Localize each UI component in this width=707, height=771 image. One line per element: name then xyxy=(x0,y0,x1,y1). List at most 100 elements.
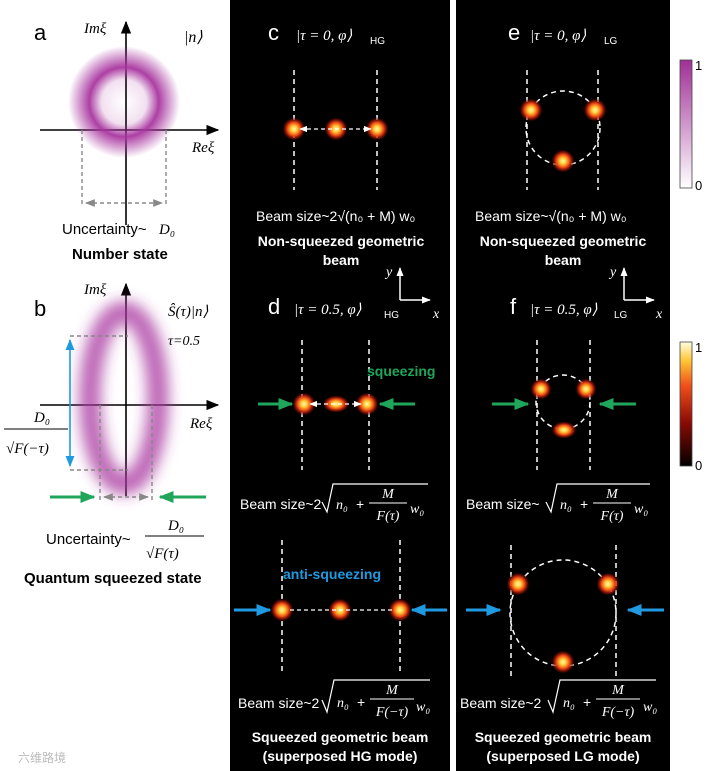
formula-F-minus-tau: F(−τ) xyxy=(601,705,635,720)
formula-plus: + xyxy=(580,496,588,512)
ket-label: |n⟩ xyxy=(184,29,203,46)
xy-axes-lg: y x xyxy=(608,265,663,322)
caption-line2: beam xyxy=(545,252,582,268)
formula-n0: n₀ xyxy=(563,696,575,711)
watermark: 六维路境 xyxy=(18,750,66,765)
panel-letter: f xyxy=(510,294,517,319)
beam-spot xyxy=(282,117,306,141)
panel-d: d |τ = 0.5, φ⟩ HG squeezing Beam size~2 … xyxy=(240,294,435,524)
formula-plus: + xyxy=(583,694,591,710)
im-axis-label: Imξ xyxy=(83,282,107,298)
sqrt-sign xyxy=(547,679,656,714)
beam-spot xyxy=(530,378,552,400)
panel-letter: e xyxy=(508,20,520,45)
uncertainty-numerator: D₀ xyxy=(167,518,184,534)
colorbar-gradient xyxy=(679,59,693,189)
side-denominator: √F(−τ) xyxy=(6,441,49,457)
beam-spot xyxy=(355,392,379,416)
squeezing-label: squeezing xyxy=(367,363,435,379)
panel-d-lower: anti-squeezing Beam size~2 n₀ + M F(−τ) … xyxy=(234,540,447,764)
formula-F-minus-tau: F(−τ) xyxy=(375,705,409,720)
uncertainty-label: Uncertainty~ xyxy=(62,221,147,238)
ket-subscript: LG xyxy=(614,310,628,321)
re-axis-label: Reξ xyxy=(189,416,213,432)
ket-subscript: HG xyxy=(370,36,385,47)
colorbar-min: 0 xyxy=(695,178,702,193)
side-numerator: D₀ xyxy=(33,410,50,426)
beam-spot xyxy=(506,572,530,596)
caption-line1: Squeezed geometric beam xyxy=(252,729,429,745)
panel-letter: d xyxy=(268,294,280,319)
caption-line2: (superposed LG mode) xyxy=(486,748,639,764)
uncertainty-label: Uncertainty~ xyxy=(46,531,131,548)
y-axis-label: y xyxy=(608,265,617,280)
beam-spot xyxy=(596,572,620,596)
beam-spot xyxy=(519,98,543,122)
uncertainty-symbol: D₀ xyxy=(158,222,175,238)
x-axis-label: x xyxy=(655,307,663,322)
xy-axes-hg: y x xyxy=(384,265,440,322)
formula-w0: w₀ xyxy=(416,700,430,715)
x-axis-label: x xyxy=(432,307,440,322)
panel-caption: Quantum squeezed state xyxy=(24,570,202,587)
formula-M: M xyxy=(611,683,625,698)
tau-label: τ=0.5 xyxy=(168,334,200,349)
colorbar-max: 1 xyxy=(695,340,702,355)
formula-F-tau: F(τ) xyxy=(376,509,400,524)
beam-size-prefix: Beam size~ xyxy=(466,496,540,512)
panel-f-lower: Beam size~2 n₀ + M F(−τ) w₀ Squeezed geo… xyxy=(460,545,664,764)
colorbar-hot: 1 0 xyxy=(679,340,702,473)
ket-subscript: LG xyxy=(604,36,618,47)
beam-spot xyxy=(388,598,412,622)
formula-plus: + xyxy=(356,496,364,512)
formula-M: M xyxy=(381,487,395,502)
panel-letter: a xyxy=(34,20,47,45)
panel-e: e |τ = 0, φ⟩ LG Beam size~√(n₀ + M) w₀ N… xyxy=(475,20,646,268)
squeezed-state-ellipse xyxy=(79,301,169,495)
im-axis-label: Imξ xyxy=(83,21,107,37)
number-state-ring xyxy=(68,46,180,158)
panel-f: f |τ = 0.5, φ⟩ LG Beam size~ n₀ + M F(τ)… xyxy=(466,294,650,524)
formula-w0: w₀ xyxy=(410,502,424,517)
ket-subscript: HG xyxy=(384,310,399,321)
sqrt-sign xyxy=(321,679,430,714)
operator-label: Ŝ(τ)|n⟩ xyxy=(168,303,208,320)
caption-line2: beam xyxy=(323,252,360,268)
beam-size-label: Beam size~√(n₀ + M) w₀ xyxy=(475,208,627,224)
beam-spot xyxy=(551,650,575,674)
beam-spot xyxy=(365,117,389,141)
y-axis-label: y xyxy=(384,265,393,280)
beam-size-prefix: Beam size~2 xyxy=(238,695,320,711)
formula-M: M xyxy=(385,683,399,698)
beam-spot xyxy=(551,421,577,439)
caption-line2: (superposed HG mode) xyxy=(263,748,418,764)
caption-line1: Squeezed geometric beam xyxy=(475,729,652,745)
beam-size-label: Beam size~2√(n₀ + M) w₀ xyxy=(256,208,416,224)
beam-spot xyxy=(583,98,607,122)
beam-spot xyxy=(575,378,597,400)
panel-letter: c xyxy=(268,20,279,45)
ket-label: |τ = 0.5, φ⟩ xyxy=(294,302,362,318)
beam-spot xyxy=(292,392,316,416)
uncertainty-denominator: √F(τ) xyxy=(146,546,179,562)
formula-w0: w₀ xyxy=(643,700,657,715)
formula-n0: n₀ xyxy=(560,498,572,513)
panel-b: b Imξ Reξ Ŝ(τ)|n⟩ τ=0.5 D₀ √F(−τ) Uncert… xyxy=(4,282,220,587)
caption-line1: Non-squeezed geometric xyxy=(480,233,647,249)
caption-line1: Non-squeezed geometric xyxy=(258,233,425,249)
beam-size-prefix: Beam size~2 xyxy=(460,695,542,711)
hg-panel-bg xyxy=(230,0,450,771)
formula-plus: + xyxy=(357,694,365,710)
formula-n0: n₀ xyxy=(336,498,348,513)
colorbar-purple: 1 0 xyxy=(679,58,702,193)
beam-spot xyxy=(270,598,294,622)
colorbar-max: 1 xyxy=(695,58,702,73)
formula-M: M xyxy=(605,487,619,502)
beam-size-prefix: Beam size~2 xyxy=(240,496,322,512)
colorbar-gradient xyxy=(679,341,693,467)
colorbar-min: 0 xyxy=(695,458,702,473)
formula-w0: w₀ xyxy=(634,502,648,517)
panel-letter: b xyxy=(34,296,46,321)
sqrt-sign xyxy=(321,483,428,514)
